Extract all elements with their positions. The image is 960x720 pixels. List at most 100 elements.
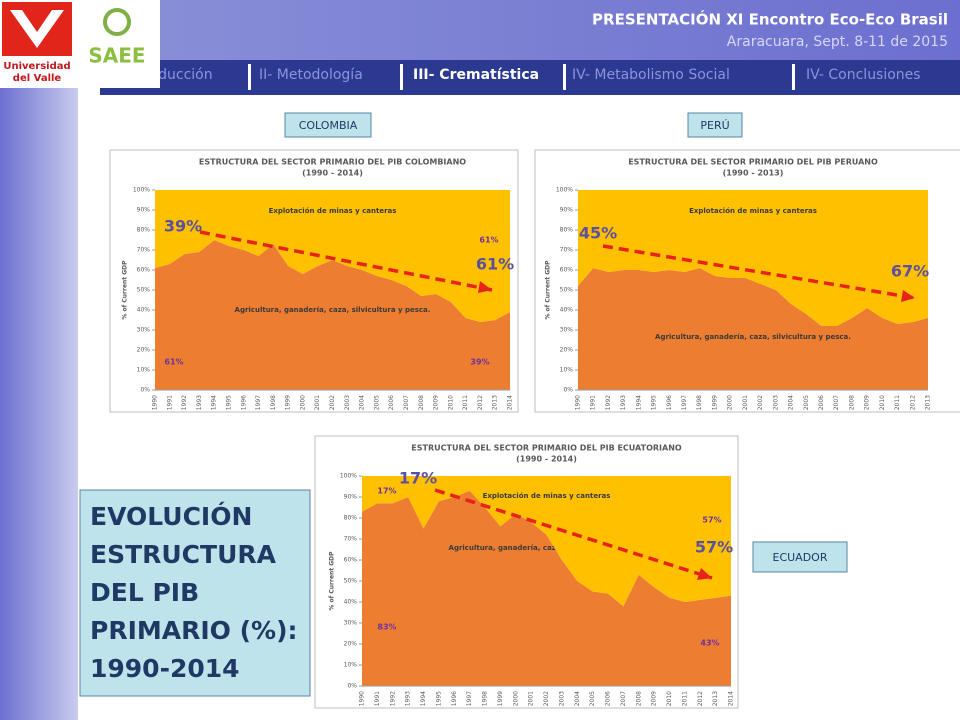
x-tick-label: 1994: [420, 691, 427, 706]
annotation: 57%: [695, 538, 733, 557]
saee-icon: [103, 8, 131, 36]
x-tick-label: 2008: [635, 691, 642, 706]
series-label: Explotación de minas y canteras: [689, 207, 817, 215]
x-tick-label: 2009: [864, 395, 871, 410]
x-tick-label: 2007: [403, 395, 410, 410]
area: [578, 190, 928, 326]
nav-item: III- Crematística: [413, 67, 539, 83]
nav-item: IV- Conclusiones: [806, 67, 921, 83]
x-tick-label: 1990: [575, 395, 582, 410]
x-tick-label: 1991: [374, 691, 381, 706]
x-tick-label: 2014: [507, 395, 514, 410]
x-tick-label: 2002: [757, 395, 764, 410]
y-tick-label: 100%: [556, 187, 573, 194]
y-tick-label: 40%: [560, 307, 574, 314]
x-tick-label: 2000: [299, 395, 306, 410]
y-tick-label: 20%: [344, 641, 358, 648]
nav-item: IV- Metabolismo Social: [572, 67, 730, 83]
x-tick-label: 1993: [196, 395, 203, 410]
annotation: 61%: [479, 236, 498, 245]
y-tick-label: 40%: [137, 307, 151, 314]
side-strip: [0, 60, 78, 720]
x-tick-label: 1993: [620, 395, 627, 410]
x-tick-label: 2010: [879, 395, 886, 410]
x-tick-label: 2004: [788, 395, 795, 410]
annotation: 39%: [164, 217, 202, 236]
x-tick-label: 1997: [466, 691, 473, 706]
chart-title: ESTRUCTURA DEL SECTOR PRIMARIO DEL PIB P…: [628, 158, 878, 167]
y-tick-label: 70%: [560, 247, 574, 254]
chart: ESTRUCTURA DEL SECTOR PRIMARIO DEL PIB E…: [314, 435, 739, 709]
series-label: Explotación de minas y canteras: [269, 207, 397, 215]
x-tick-label: 2009: [433, 395, 440, 410]
x-tick-label: 2012: [909, 395, 916, 410]
x-tick-label: 2006: [605, 691, 612, 706]
x-tick-label: 1995: [225, 395, 232, 410]
x-tick-label: 1997: [255, 395, 262, 410]
x-tick-label: 2004: [574, 691, 581, 706]
univalle-text: Universidad: [3, 61, 70, 72]
x-tick-label: 1994: [635, 395, 642, 410]
x-tick-label: 2009: [651, 691, 658, 706]
x-tick-label: 2002: [329, 395, 336, 410]
annotation: 39%: [470, 358, 489, 367]
country-label: COLOMBIA: [299, 119, 358, 132]
y-tick-label: 10%: [344, 662, 358, 669]
x-tick-label: 2008: [848, 395, 855, 410]
x-tick-label: 1991: [166, 395, 173, 410]
chart-subtitle: (1990 - 2014): [516, 455, 577, 464]
trend-arrow: [434, 488, 713, 580]
x-tick-label: 2005: [803, 395, 810, 410]
summary-text: EVOLUCIÓN ESTRUCTURA DEL PIB PRIMARIO (%): 1…: [90, 501, 298, 683]
country-label-box: [284, 112, 372, 138]
annotation: 17%: [399, 469, 437, 488]
y-tick-label: 50%: [137, 287, 151, 294]
y-tick-label: 100%: [133, 187, 150, 194]
univalle-mark: [10, 10, 64, 48]
y-tick-label: 70%: [137, 247, 151, 254]
x-tick-label: 1990: [152, 395, 159, 410]
arrow-head: [901, 290, 915, 302]
nav-separator: [563, 64, 566, 90]
x-tick-label: 1999: [285, 395, 292, 410]
y-tick-label: 30%: [137, 327, 151, 334]
y-tick-label: 60%: [560, 267, 574, 274]
x-tick-label: 2001: [742, 395, 749, 410]
trend-arrow: [199, 230, 493, 292]
x-tick-label: 2008: [418, 395, 425, 410]
y-tick-label: 80%: [137, 227, 151, 234]
summary-line: ESTRUCTURA: [90, 540, 277, 569]
univalle-text: del Valle: [13, 73, 62, 84]
x-tick-label: 1999: [711, 395, 718, 410]
chart: ESTRUCTURA DEL SECTOR PRIMARIO DEL PIB C…: [109, 149, 519, 413]
annotation: 45%: [579, 224, 617, 243]
x-tick-label: 2007: [620, 691, 627, 706]
y-tick-label: 50%: [560, 287, 574, 294]
chart-subtitle: (1990 - 2013): [723, 169, 784, 178]
x-tick-label: 1996: [451, 691, 458, 706]
y-tick-label: 100%: [340, 473, 357, 480]
x-tick-label: 1993: [405, 691, 412, 706]
x-tick-label: 1996: [666, 395, 673, 410]
x-tick-label: 1994: [211, 395, 218, 410]
annotation: 83%: [377, 623, 396, 632]
y-tick-label: 90%: [344, 494, 358, 501]
series-label: Agricultura, ganadería, caza, silvicultu…: [235, 306, 431, 314]
x-tick-label: 1998: [270, 395, 277, 410]
area: [362, 490, 731, 686]
series-label: Explotación de minas y canteras: [483, 492, 611, 500]
area: [155, 240, 510, 390]
country-label-box: [687, 112, 743, 138]
area: [362, 476, 731, 607]
y-tick-label: 10%: [137, 367, 151, 374]
y-axis-label: % of Current GDP: [545, 260, 552, 320]
y-tick-label: 70%: [344, 536, 358, 543]
nav-separator: [400, 64, 403, 90]
header-subtitle: Araracuara, Sept. 8-11 de 2015: [727, 34, 948, 50]
x-tick-label: 2005: [373, 395, 380, 410]
nav-separator: [792, 64, 795, 90]
y-tick-label: 80%: [344, 515, 358, 522]
country-label: ECUADOR: [773, 551, 828, 564]
x-tick-label: 2011: [681, 691, 688, 706]
